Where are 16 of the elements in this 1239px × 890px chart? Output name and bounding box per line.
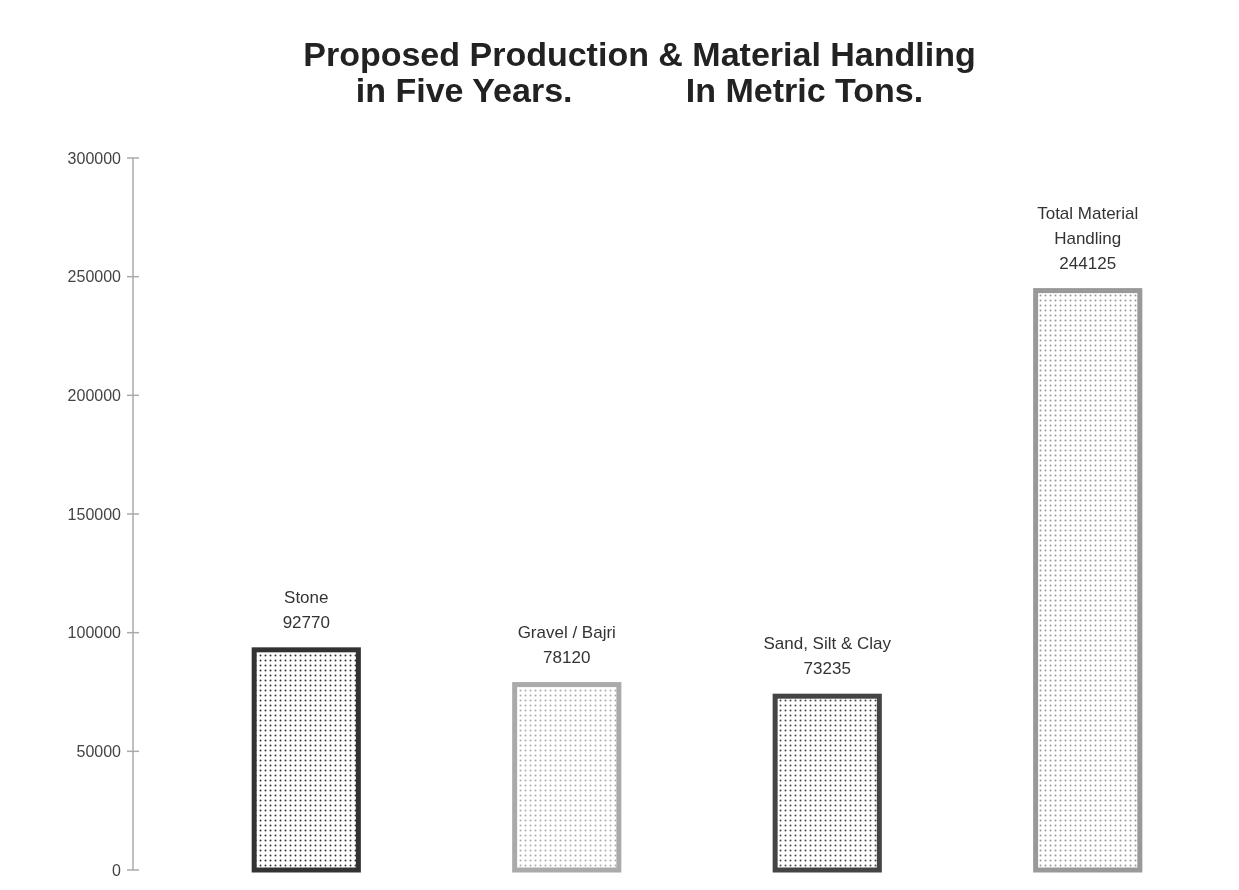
y-tick-label: 50000 [76, 742, 122, 760]
data-label: 78120 [543, 647, 591, 667]
y-tick-label: 300000 [67, 149, 122, 167]
y-tick-label: 0 [112, 861, 122, 879]
x-tick-label: Stone [284, 587, 329, 607]
x-tick-label: Gravel / Bajri [517, 622, 616, 642]
data-label: 244125 [1059, 253, 1117, 273]
x-tick-label: Sand, Silt & Clay [763, 634, 892, 654]
y-tick-label: 250000 [67, 268, 122, 286]
y-tick-label: 200000 [67, 386, 122, 404]
y-tick-label: 100000 [67, 624, 122, 642]
data-label: 92770 [282, 612, 330, 632]
data-label: 73235 [803, 659, 851, 679]
y-tick-label: 150000 [67, 505, 122, 523]
chart-title: Proposed Production & Material Handling in Five Years. In Metric Tons. [303, 35, 976, 109]
x-tick-label: Total Material Handling [1037, 203, 1139, 248]
